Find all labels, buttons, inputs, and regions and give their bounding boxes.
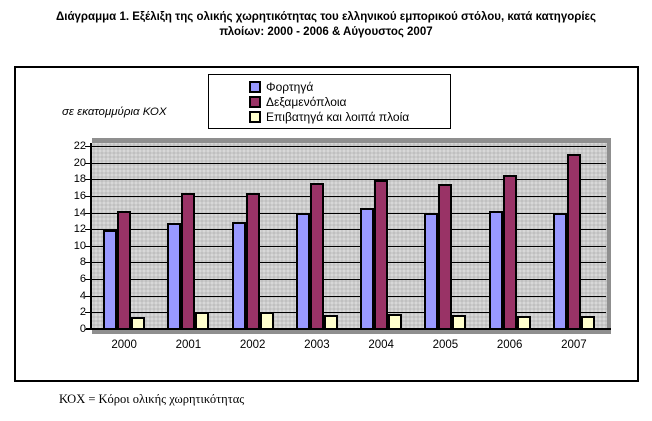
y-axis-tick-mark bbox=[85, 229, 91, 231]
x-axis-label-2001: 2001 bbox=[175, 339, 202, 351]
y-axis-tick-label-20: 20 bbox=[73, 156, 86, 169]
x-axis-label-2005: 2005 bbox=[432, 339, 459, 351]
gridline-12 bbox=[92, 229, 606, 231]
legend-label-cargo: Φορτηγά bbox=[266, 80, 314, 94]
bar-2004 bbox=[388, 314, 403, 329]
bar-2002 bbox=[245, 193, 260, 329]
y-axis-tick-mark bbox=[85, 179, 91, 181]
bar-2000 bbox=[103, 230, 118, 329]
gridline-16 bbox=[92, 195, 606, 197]
y-axis-tick-label-6: 6 bbox=[79, 273, 86, 286]
legend-swatch-cargo-icon bbox=[249, 81, 261, 93]
bar-group-2000 bbox=[92, 146, 156, 329]
bar-2004 bbox=[374, 180, 389, 329]
bar-2002 bbox=[231, 221, 246, 329]
x-axis-label-2004: 2004 bbox=[368, 339, 394, 351]
y-axis-tick-mark bbox=[85, 212, 91, 214]
bar-group-2006 bbox=[478, 146, 542, 329]
bar-2003 bbox=[323, 314, 338, 329]
y-axis-tick-mark bbox=[85, 262, 91, 264]
bar-2005 bbox=[424, 212, 439, 329]
y-axis-tick-mark bbox=[85, 146, 91, 147]
gridline-2 bbox=[92, 312, 606, 314]
y-axis-tick-mark bbox=[85, 279, 91, 281]
bar-2001 bbox=[181, 192, 196, 329]
bar-2005 bbox=[438, 184, 453, 329]
bar-groups bbox=[92, 146, 606, 329]
gridline-6 bbox=[92, 279, 606, 281]
y-axis-tick-label-0: 0 bbox=[79, 323, 86, 335]
legend-item-tankers: Δεξαμενόπλοια bbox=[249, 95, 446, 109]
chart-frame: σε εκατομμύρια ΚΟΧ Φορτηγά Δεξαμενόπλοια… bbox=[14, 66, 639, 382]
gridline-20 bbox=[92, 162, 606, 164]
y-axis-tick-label-22: 22 bbox=[73, 140, 86, 152]
y-axis-tick-label-8: 8 bbox=[79, 256, 86, 269]
bar-group-2003 bbox=[285, 146, 349, 329]
y-axis-tick-label-12: 12 bbox=[73, 223, 86, 236]
bar-group-2001 bbox=[156, 146, 220, 329]
x-axis-label-2002: 2002 bbox=[239, 339, 266, 351]
bar-group-2007 bbox=[542, 146, 606, 329]
y-axis-tick-label-10: 10 bbox=[73, 239, 86, 252]
bar-2006 bbox=[502, 175, 517, 329]
bar-2007 bbox=[552, 212, 567, 329]
y-axis-tick-label-16: 16 bbox=[73, 189, 86, 202]
chart-title: Διάγραμμα 1. Εξέλιξη της ολικής χωρητικό… bbox=[0, 10, 652, 40]
bar-group-2002 bbox=[221, 146, 285, 329]
bar-2005 bbox=[452, 314, 467, 329]
legend-swatch-tankers-icon bbox=[249, 96, 261, 108]
bar-2001 bbox=[195, 312, 210, 329]
legend-label-tankers: Δεξαμενόπλοια bbox=[266, 95, 347, 109]
bar-2004 bbox=[360, 208, 375, 329]
x-axis-category-labels: 2000 2001 2002 2003 2004 2005 2006 2007 bbox=[92, 339, 606, 351]
y-axis-line bbox=[90, 143, 92, 330]
x-axis-label-2000: 2000 bbox=[111, 339, 137, 351]
bar-group-2005 bbox=[413, 146, 477, 329]
legend-box: Φορτηγά Δεξαμενόπλοια Επιβατηγά και λοιπ… bbox=[208, 74, 451, 129]
footnote-koch-definition: ΚΟΧ = Κόροι ολικής χωρητικότητας bbox=[59, 392, 245, 406]
y-axis-tick-mark bbox=[85, 245, 91, 247]
gridline-4 bbox=[92, 295, 606, 297]
chart-title-line1: Διάγραμμα 1. Εξέλιξη της ολικής χωρητικό… bbox=[56, 11, 596, 23]
chart-title-line2: πλοίων: 2000 - 2006 & Αύγουστος 2007 bbox=[219, 26, 433, 38]
bar-group-2004 bbox=[349, 146, 413, 329]
gridline-14 bbox=[92, 212, 606, 214]
y-axis-tick-mark bbox=[85, 195, 91, 197]
gridline-8 bbox=[92, 262, 606, 264]
legend-label-passenger: Επιβατηγά και λοιπά πλοία bbox=[266, 110, 410, 124]
x-axis-label-2007: 2007 bbox=[561, 339, 587, 351]
y-axis-tick-mark bbox=[85, 162, 91, 164]
bar-2003 bbox=[295, 212, 310, 329]
bar-2007 bbox=[566, 154, 581, 329]
gridline-18 bbox=[92, 179, 606, 181]
y-axis-tick-label-4: 4 bbox=[79, 289, 86, 302]
legend-item-cargo: Φορτηγά bbox=[249, 80, 446, 94]
bar-2007 bbox=[580, 315, 595, 329]
y-axis-tick-mark bbox=[85, 295, 91, 297]
x-axis-line bbox=[86, 328, 611, 330]
y-axis-tick-label-14: 14 bbox=[73, 206, 86, 219]
bar-2006 bbox=[516, 315, 531, 329]
legend-item-passenger: Επιβατηγά και λοιπά πλοία bbox=[249, 110, 446, 124]
gridline-22 bbox=[92, 146, 606, 147]
gridline-10 bbox=[92, 245, 606, 247]
x-axis-label-2003: 2003 bbox=[304, 339, 330, 351]
bar-2001 bbox=[167, 222, 182, 329]
y-axis-unit-label: σε εκατομμύρια ΚΟΧ bbox=[62, 106, 167, 118]
legend-swatch-passenger-icon bbox=[249, 111, 261, 123]
bar-2000 bbox=[131, 316, 146, 329]
plot-canvas bbox=[92, 146, 606, 329]
x-axis-label-2006: 2006 bbox=[496, 339, 523, 351]
y-axis-tick-label-2: 2 bbox=[79, 306, 86, 319]
y-axis-tick-label-18: 18 bbox=[73, 173, 86, 186]
bar-2006 bbox=[488, 210, 503, 329]
bar-2003 bbox=[309, 182, 324, 329]
bar-2002 bbox=[259, 311, 274, 329]
y-axis-tick-mark bbox=[85, 312, 91, 314]
bar-2000 bbox=[117, 210, 132, 329]
